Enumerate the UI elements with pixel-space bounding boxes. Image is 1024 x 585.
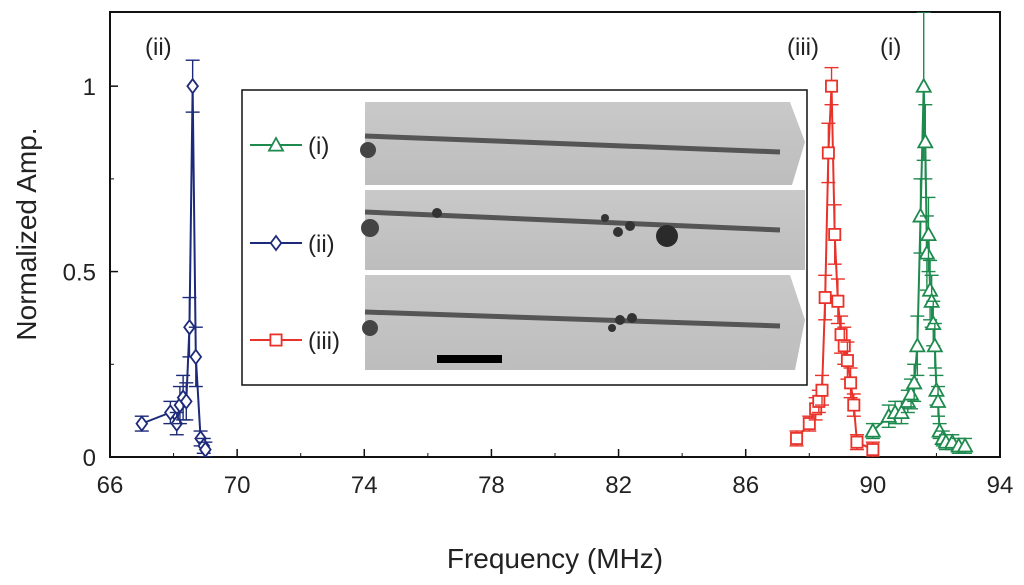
series-ii — [134, 59, 213, 457]
particle — [627, 313, 637, 323]
data-point-marker — [790, 431, 804, 445]
y-tick-label: 1 — [83, 74, 96, 101]
data-point-marker — [825, 79, 839, 93]
x-tick-label: 70 — [224, 472, 251, 499]
data-point-marker — [198, 441, 212, 457]
particle — [613, 227, 623, 237]
scale-bar — [437, 355, 502, 363]
data-point-marker — [269, 333, 283, 347]
x-tick-label: 90 — [860, 472, 887, 499]
data-point-marker — [837, 339, 851, 353]
particle — [625, 221, 635, 231]
inset-panel: (i) (ii) (iii) — [241, 89, 808, 386]
x-tick-label: 74 — [351, 472, 378, 499]
peak-label-ii: (ii) — [145, 34, 172, 61]
x-tick-label: 78 — [478, 472, 505, 499]
series-iii — [789, 66, 880, 457]
data-point-marker — [802, 417, 816, 431]
x-tick-label: 66 — [97, 472, 124, 499]
peak-label-iii: (iii) — [787, 34, 819, 61]
x-tick-label: 94 — [987, 472, 1014, 499]
data-point-marker — [866, 443, 880, 457]
particle — [656, 225, 678, 247]
data-point-marker — [840, 354, 854, 368]
x-tick-label: 82 — [605, 472, 632, 499]
data-point-marker — [179, 392, 193, 410]
legend: (i) (ii) (iii) — [250, 133, 340, 355]
series-layer — [134, 12, 974, 457]
clamp-blob-ii — [361, 219, 379, 237]
y-axis-title: Normalized Amp. — [11, 127, 42, 340]
y-tick-labels: 00.51 — [63, 74, 96, 472]
data-point-marker — [919, 225, 938, 242]
data-point-marker — [818, 291, 832, 305]
clamp-blob-i — [360, 142, 376, 158]
legend-entry-ii: (ii) — [250, 231, 335, 258]
legend-label: (iii) — [308, 328, 340, 355]
legend-entry-i: (i) — [250, 133, 329, 160]
legend-label: (i) — [308, 133, 329, 160]
series-i — [864, 12, 974, 454]
clamp-blob-iii — [362, 320, 378, 336]
nanowire-iii — [364, 309, 781, 329]
data-point-marker — [189, 348, 203, 366]
data-point-marker — [929, 392, 947, 408]
data-point-marker — [864, 422, 882, 438]
x-tick-label: 86 — [732, 472, 759, 499]
nanowire-i — [364, 133, 781, 155]
data-point-marker — [908, 336, 926, 353]
x-tick-labels: 66 70 74 78 82 86 90 94 — [97, 472, 1014, 499]
peak-label-i: (i) — [880, 34, 901, 61]
y-tick-label: 0 — [83, 445, 96, 472]
micrograph-image — [360, 102, 805, 370]
data-point-marker — [916, 132, 934, 149]
data-point-marker — [905, 373, 923, 390]
x-axis-title: Frequency (MHz) — [447, 543, 663, 574]
micrograph-panel-iii — [365, 275, 805, 370]
particle — [608, 324, 616, 332]
data-point-marker — [815, 383, 829, 397]
particle — [432, 208, 442, 218]
data-point-marker — [267, 136, 285, 152]
data-point-marker — [847, 398, 861, 412]
legend-label: (ii) — [308, 231, 335, 258]
data-point-marker — [915, 77, 933, 93]
data-point-marker — [831, 294, 845, 308]
data-point-marker — [828, 227, 842, 241]
data-point-marker — [844, 376, 858, 390]
data-point-marker — [186, 77, 200, 95]
particle — [615, 315, 625, 325]
micrograph-panel-ii — [365, 190, 805, 270]
data-point-marker — [821, 146, 835, 160]
data-point-marker — [850, 435, 864, 449]
legend-entry-iii: (iii) — [250, 328, 340, 355]
data-point-marker — [956, 437, 974, 453]
data-point-marker — [269, 234, 283, 252]
particle — [601, 214, 609, 222]
data-point-marker — [135, 415, 149, 433]
data-point-marker — [926, 336, 944, 353]
data-point-marker — [834, 328, 848, 342]
y-tick-label: 0.5 — [63, 260, 96, 287]
data-point-marker — [918, 244, 936, 260]
